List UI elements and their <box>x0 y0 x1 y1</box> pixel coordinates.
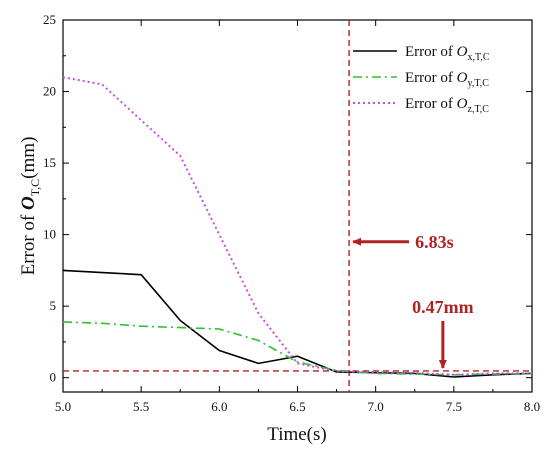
legend: Error of Ox,T,C Error of Oy,T,C Error of O… <box>353 44 490 115</box>
reference-lines <box>63 20 532 392</box>
y-axis-title-suffix: (mm) <box>18 137 39 179</box>
y-tick-label-3: 15 <box>43 155 56 170</box>
y-tick-label-0: 0 <box>50 370 57 385</box>
axes: 5.0 5.5 6.0 6.5 7.0 7.5 8.0 0 5 10 15 20 25 <box>43 12 540 414</box>
x-tick-label-6: 8.0 <box>524 399 540 414</box>
series-line-y <box>62 321 533 376</box>
y-axis-title-subscript: T,C <box>28 179 42 196</box>
x-tick-label-4: 7.0 <box>368 399 384 414</box>
legend-label-z: Error of Oz,T,C <box>405 96 489 115</box>
y-tick-label-2: 10 <box>43 227 56 242</box>
x-axis-title: Time(s) <box>267 424 326 445</box>
y-axis-title-prefix: Error of <box>18 210 39 275</box>
series-line-x <box>62 269 533 378</box>
legend-label-x: Error of Ox,T,C <box>405 44 490 63</box>
x-tick-label-5: 7.5 <box>446 399 462 414</box>
annotations: 6.83s 0.47mm <box>352 232 474 369</box>
y-tick-label-5: 25 <box>43 12 56 27</box>
x-tick-label-0: 5.0 <box>55 399 71 414</box>
y-axis-title-symbol: O <box>18 196 39 210</box>
x-tick-label-3: 6.5 <box>289 399 305 414</box>
legend-label-y: Error of Oy,T,C <box>405 70 489 89</box>
annotation-label-error: 0.47mm <box>412 297 474 317</box>
x-tick-label-1: 5.5 <box>133 399 149 414</box>
annotation-label-time: 6.83s <box>415 232 454 252</box>
y-tick-label-1: 5 <box>50 298 57 313</box>
plot-area <box>62 19 533 393</box>
x-tick-label-2: 6.0 <box>211 399 227 414</box>
y-axis-title: Error of OT,C(mm) <box>18 137 42 276</box>
series-layer <box>62 76 533 378</box>
y-tick-label-4: 20 <box>43 84 56 99</box>
